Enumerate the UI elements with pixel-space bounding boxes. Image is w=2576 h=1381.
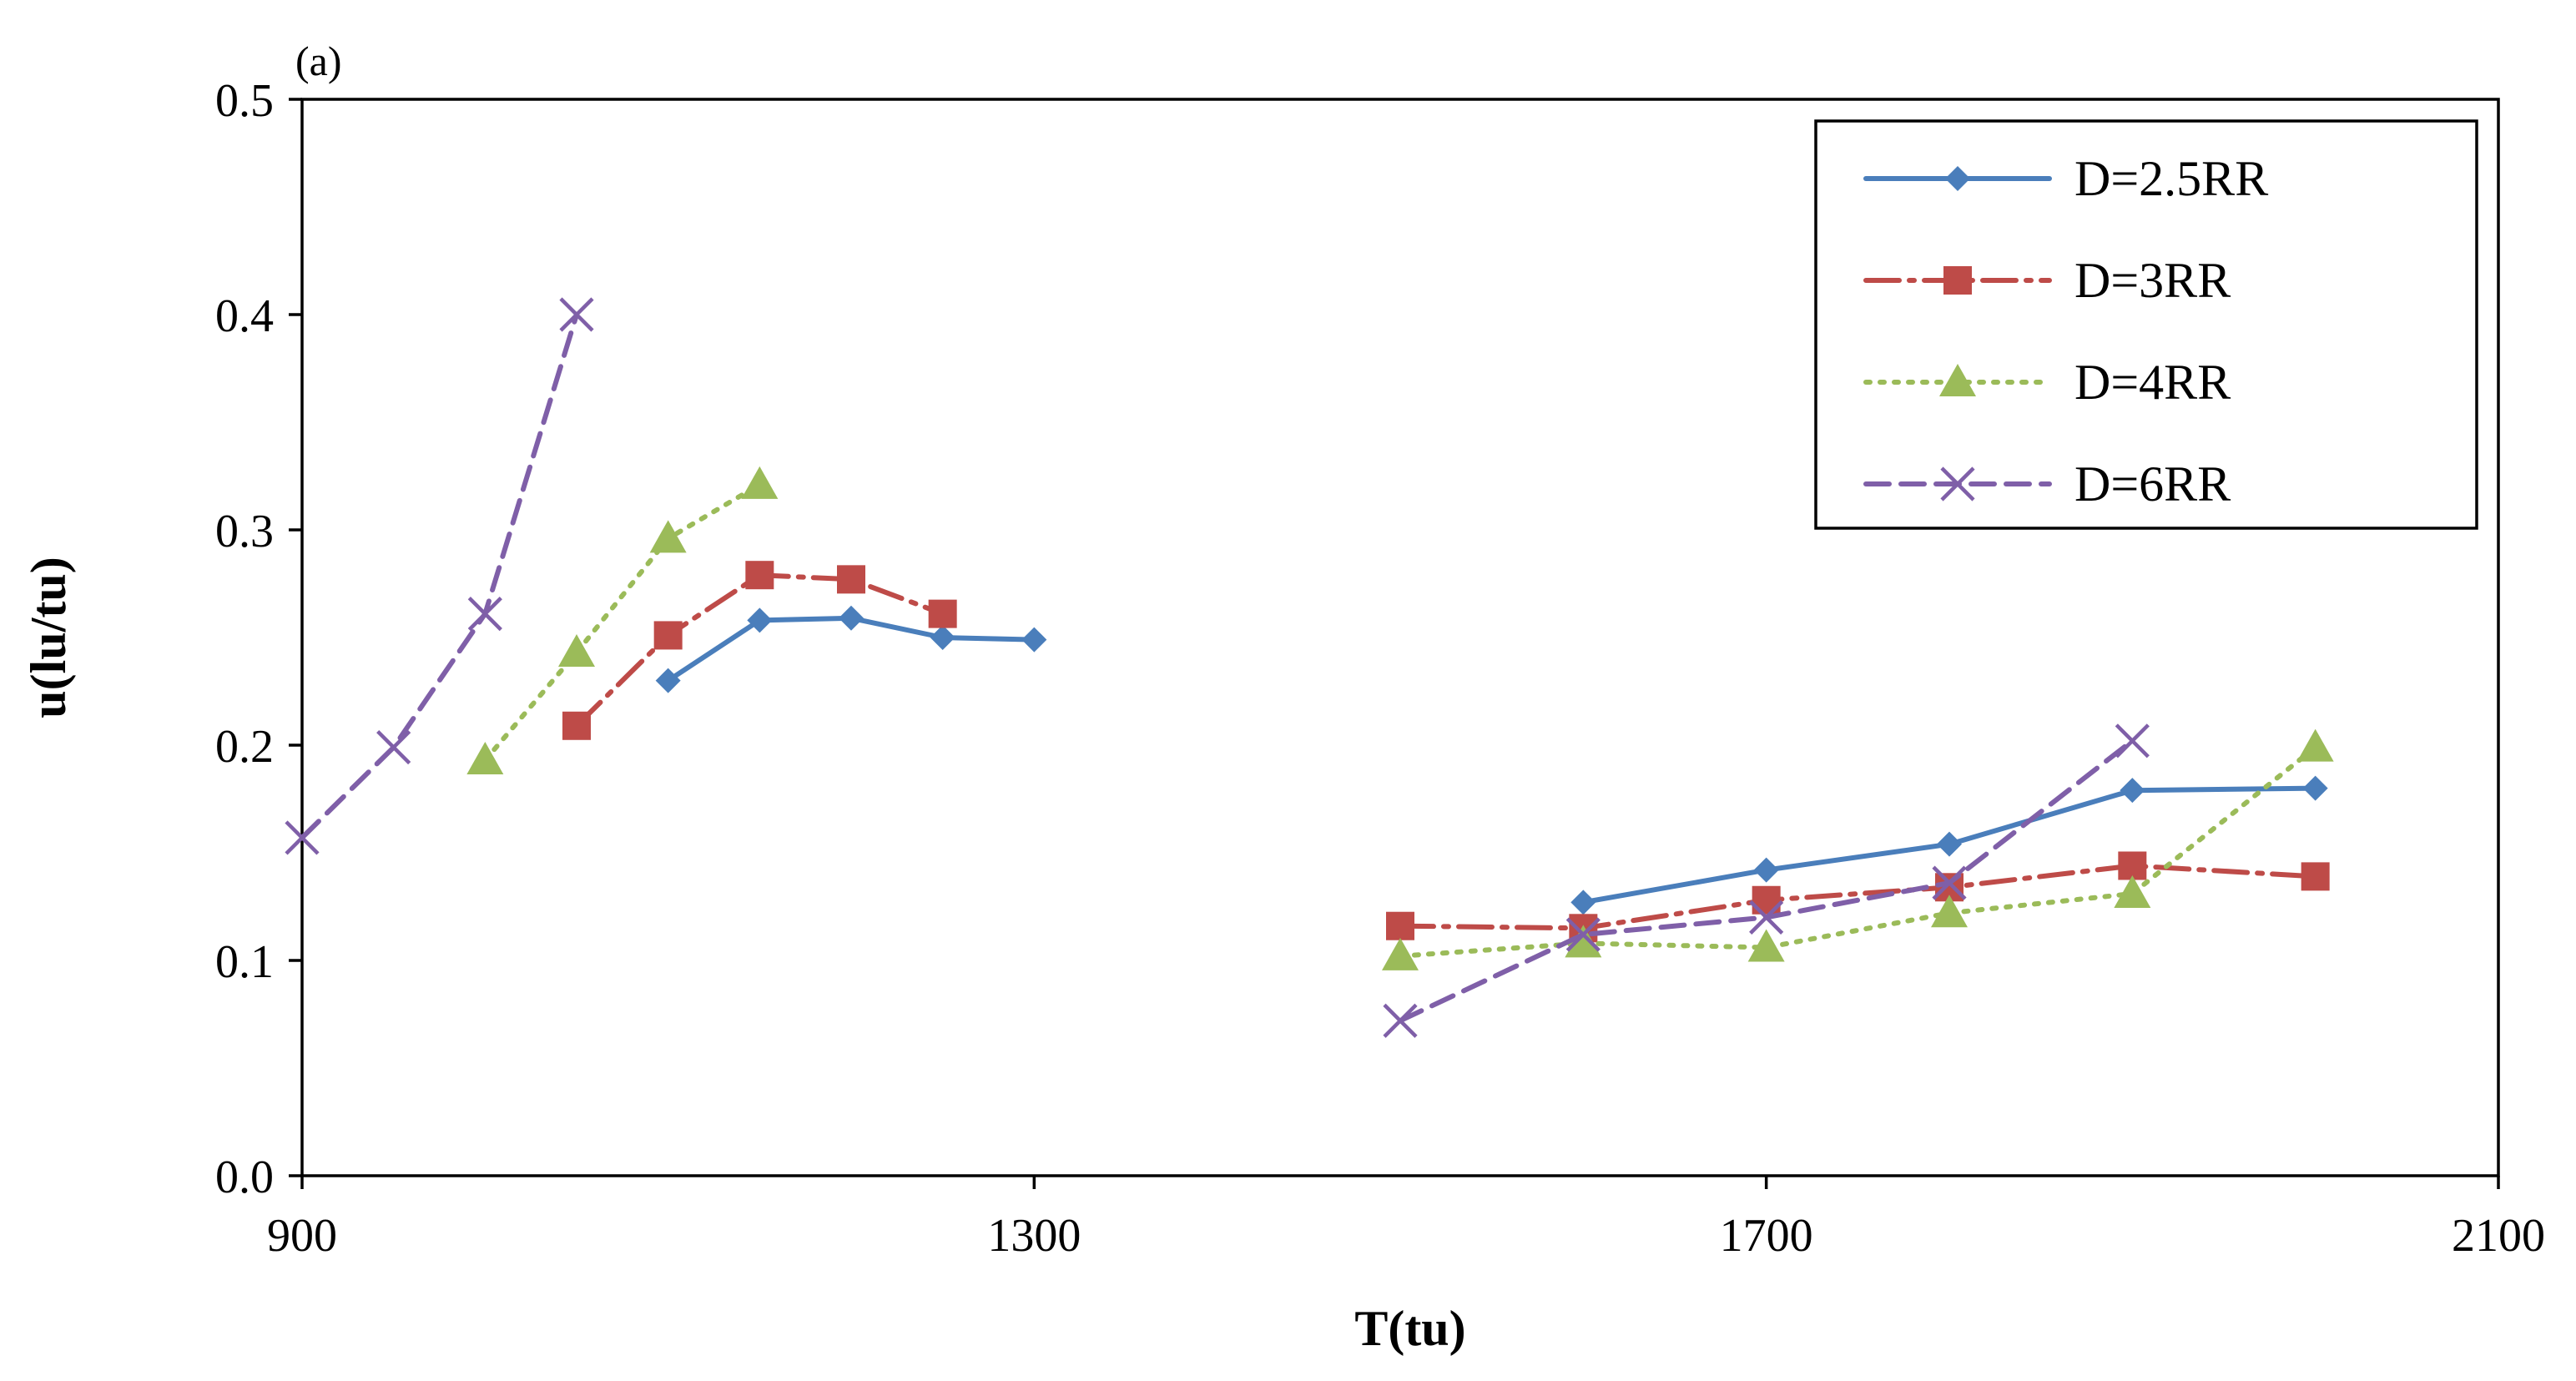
x-axis-title: T(tu) bbox=[1354, 1301, 1465, 1356]
y-tick-label: 0.4 bbox=[215, 290, 274, 342]
x-tick-label: 2100 bbox=[2452, 1210, 2545, 1262]
series-D=2.5RR bbox=[655, 605, 2328, 915]
data-point bbox=[376, 729, 411, 765]
data-point bbox=[1931, 895, 1968, 928]
series-D=4RR bbox=[466, 466, 2334, 970]
y-tick-label: 0.5 bbox=[215, 75, 274, 127]
legend-label: D=2.5RR bbox=[2074, 151, 2268, 206]
series-D=6RR bbox=[285, 297, 2150, 1038]
data-point bbox=[839, 605, 864, 631]
data-point bbox=[1565, 917, 1601, 952]
data-point bbox=[559, 297, 594, 332]
data-point bbox=[2114, 875, 2151, 909]
data-point bbox=[928, 599, 957, 628]
legend-label: D=4RR bbox=[2074, 355, 2231, 410]
data-point bbox=[2120, 778, 2145, 804]
legend-entry: D=6RR bbox=[1863, 456, 2231, 512]
legend-entry: D=4RR bbox=[1863, 355, 2231, 410]
data-point bbox=[2115, 723, 2150, 759]
legend-marker bbox=[1939, 364, 1976, 396]
legend-box bbox=[1814, 119, 2478, 530]
data-point bbox=[837, 565, 865, 594]
plot-area bbox=[300, 98, 2500, 1177]
legend-entry: D=3RR bbox=[1863, 253, 2231, 308]
data-point bbox=[562, 711, 591, 740]
data-point bbox=[2296, 728, 2334, 762]
data-point bbox=[1383, 1003, 1418, 1038]
series-line bbox=[482, 481, 763, 764]
data-point bbox=[558, 634, 595, 668]
series-line bbox=[300, 312, 579, 840]
legend-entry: D=2.5RR bbox=[1863, 151, 2268, 206]
axis-ticks: 900 1300 1700 2100 0.0 0.1 0.2 0.3 0.4 0.5 bbox=[215, 75, 2545, 1262]
data-point bbox=[747, 607, 773, 633]
data-point bbox=[1749, 900, 1784, 935]
legend-label: D=3RR bbox=[2074, 253, 2231, 308]
data-point bbox=[2301, 862, 2330, 891]
data-point bbox=[653, 621, 683, 650]
y-tick-label: 0.0 bbox=[215, 1152, 274, 1203]
x-tick-label: 1300 bbox=[987, 1210, 1081, 1262]
data-point bbox=[1565, 925, 1602, 958]
data-point bbox=[741, 466, 779, 499]
y-axis-title: u(lu/tu) bbox=[21, 557, 76, 718]
data-point bbox=[285, 820, 320, 855]
series-line bbox=[1398, 863, 2318, 931]
legend: D=2.5RR D=3RR D=4RR D=6RR bbox=[1814, 119, 2478, 530]
data-point bbox=[930, 625, 955, 650]
data-point bbox=[2118, 851, 2147, 880]
y-tick-label: 0.1 bbox=[215, 936, 274, 988]
data-point bbox=[745, 561, 774, 590]
data-point bbox=[1747, 929, 1785, 962]
data-point bbox=[1753, 857, 1779, 883]
legend-marker bbox=[1940, 466, 1975, 501]
data-point bbox=[2302, 775, 2328, 801]
series-layer bbox=[285, 297, 2334, 1038]
data-point bbox=[467, 597, 502, 632]
x-tick-label: 900 bbox=[267, 1210, 337, 1262]
y-tick-label: 0.3 bbox=[215, 506, 274, 557]
data-point bbox=[1382, 937, 1419, 970]
x-tick-label: 1700 bbox=[1720, 1210, 1813, 1262]
y-tick-label: 0.2 bbox=[215, 721, 274, 773]
legend-marker bbox=[1945, 166, 1970, 191]
data-point bbox=[466, 742, 504, 775]
legend-marker bbox=[1943, 266, 1972, 295]
data-point bbox=[1570, 890, 1596, 915]
data-point bbox=[1021, 627, 1047, 653]
panel-label: (a) bbox=[295, 38, 342, 84]
data-point bbox=[1386, 911, 1414, 940]
data-point bbox=[1932, 865, 1967, 900]
legend-label: D=6RR bbox=[2074, 456, 2231, 512]
data-point bbox=[655, 668, 681, 693]
series-line bbox=[1398, 744, 2318, 959]
data-point bbox=[649, 520, 687, 553]
data-point bbox=[1937, 831, 1962, 857]
